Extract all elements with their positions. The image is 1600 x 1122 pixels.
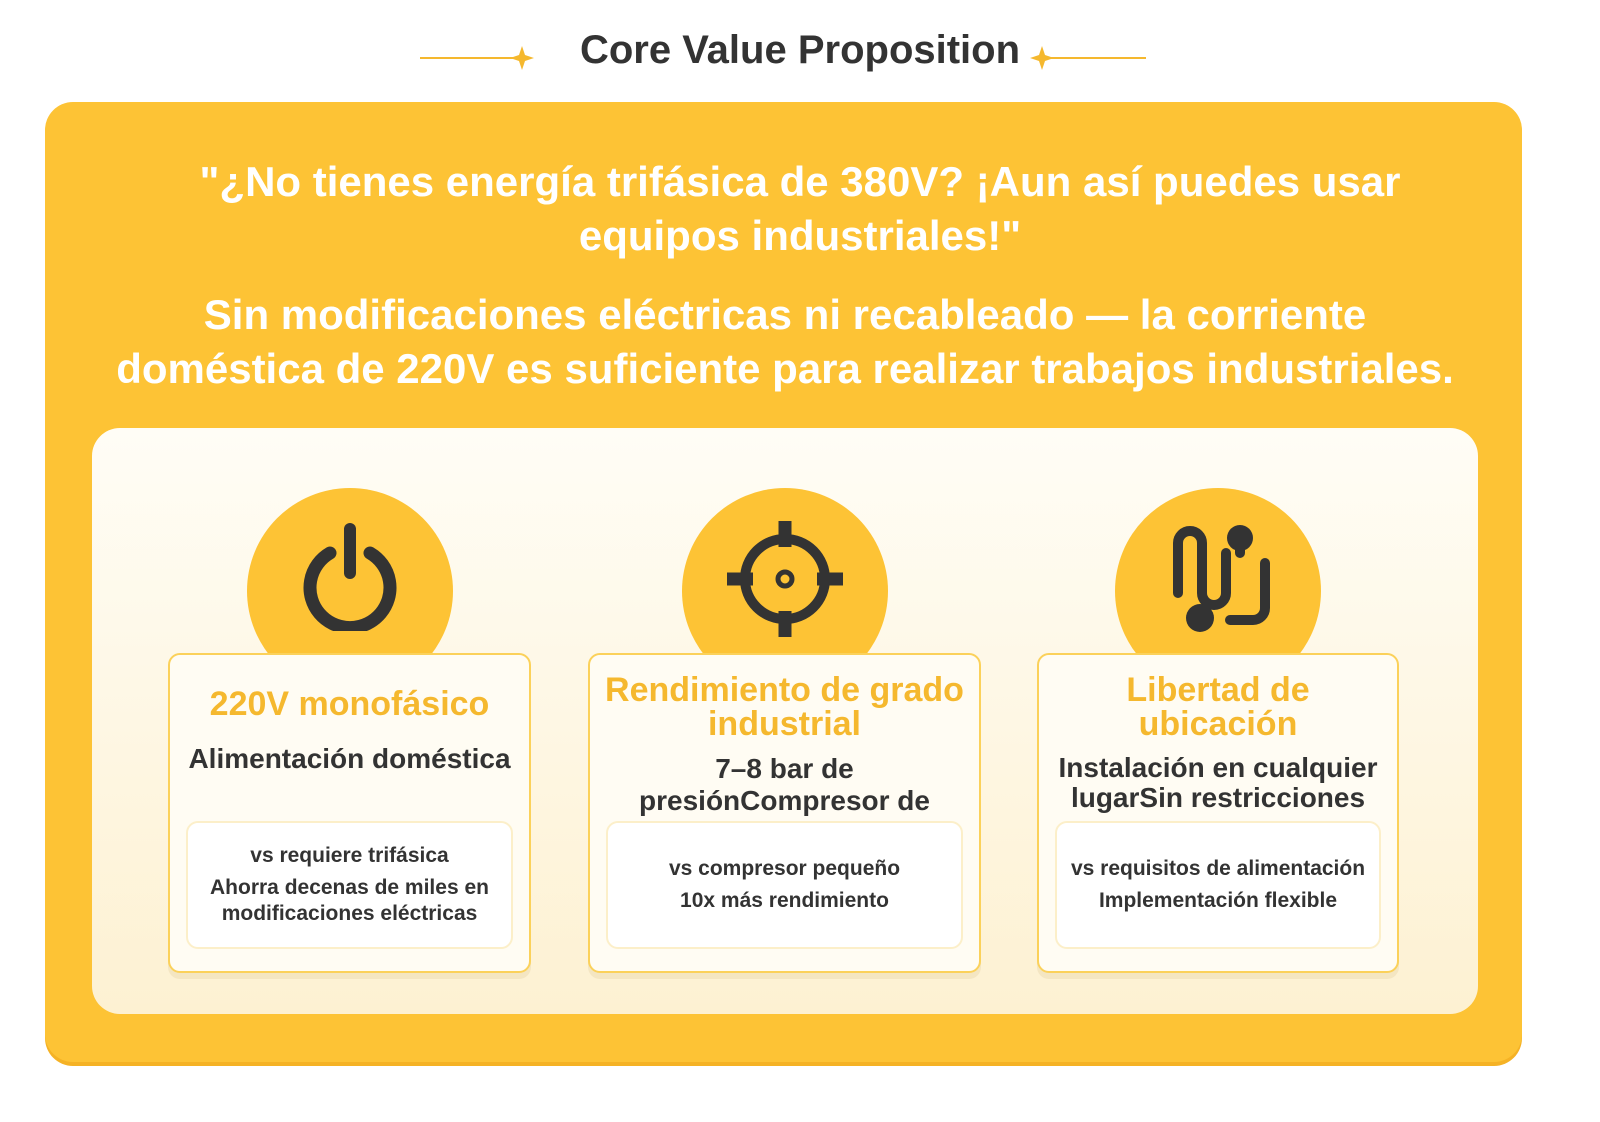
card-title: Rendimiento de grado industrial xyxy=(605,671,964,743)
compare-line: vs requiere trifásica xyxy=(250,844,449,867)
page-title: Core Value Proposition xyxy=(579,28,1021,72)
card: 220V monofásico Alimentación doméstica v… xyxy=(168,653,531,973)
compare-line: Ahorra decenas de miles en modificacione… xyxy=(210,876,489,925)
power-icon xyxy=(303,523,397,631)
title-decoration xyxy=(420,46,534,70)
card-subtitle: Alimentación doméstica xyxy=(188,743,511,774)
banner-subtitle: Sin modificaciones eléctricas ni recable… xyxy=(116,291,1454,392)
card-compare: vs requisitos de alimentación Implementac… xyxy=(1055,821,1381,949)
compare-line: 10x más rendimiento xyxy=(680,889,889,912)
card-compare: vs compresor pequeño 10x más rendimiento xyxy=(606,821,963,949)
compare-line: Implementación flexible xyxy=(1098,889,1338,912)
card-title: Libertad de ubicación xyxy=(1126,671,1310,743)
target-icon xyxy=(727,521,843,637)
card-subtitle: Instalación en cualquier lugarSin restri… xyxy=(1058,752,1378,813)
banner-quote: "¿No tienes energía trifásica de 380V? ¡… xyxy=(199,158,1401,259)
route-icon xyxy=(1173,525,1270,632)
card: Libertad de ubicación Instalación en cua… xyxy=(1037,653,1399,973)
card: Rendimiento de grado industrial 7–8 bar … xyxy=(588,653,981,973)
card-title: 220V monofásico xyxy=(209,685,490,723)
compare-line: vs requisitos de alimentación xyxy=(1070,857,1366,880)
compare-line: vs compresor pequeño xyxy=(668,857,901,880)
title-decoration xyxy=(1030,46,1146,70)
card-compare: vs requiere trifásica Ahorra decenas de m… xyxy=(186,821,513,949)
